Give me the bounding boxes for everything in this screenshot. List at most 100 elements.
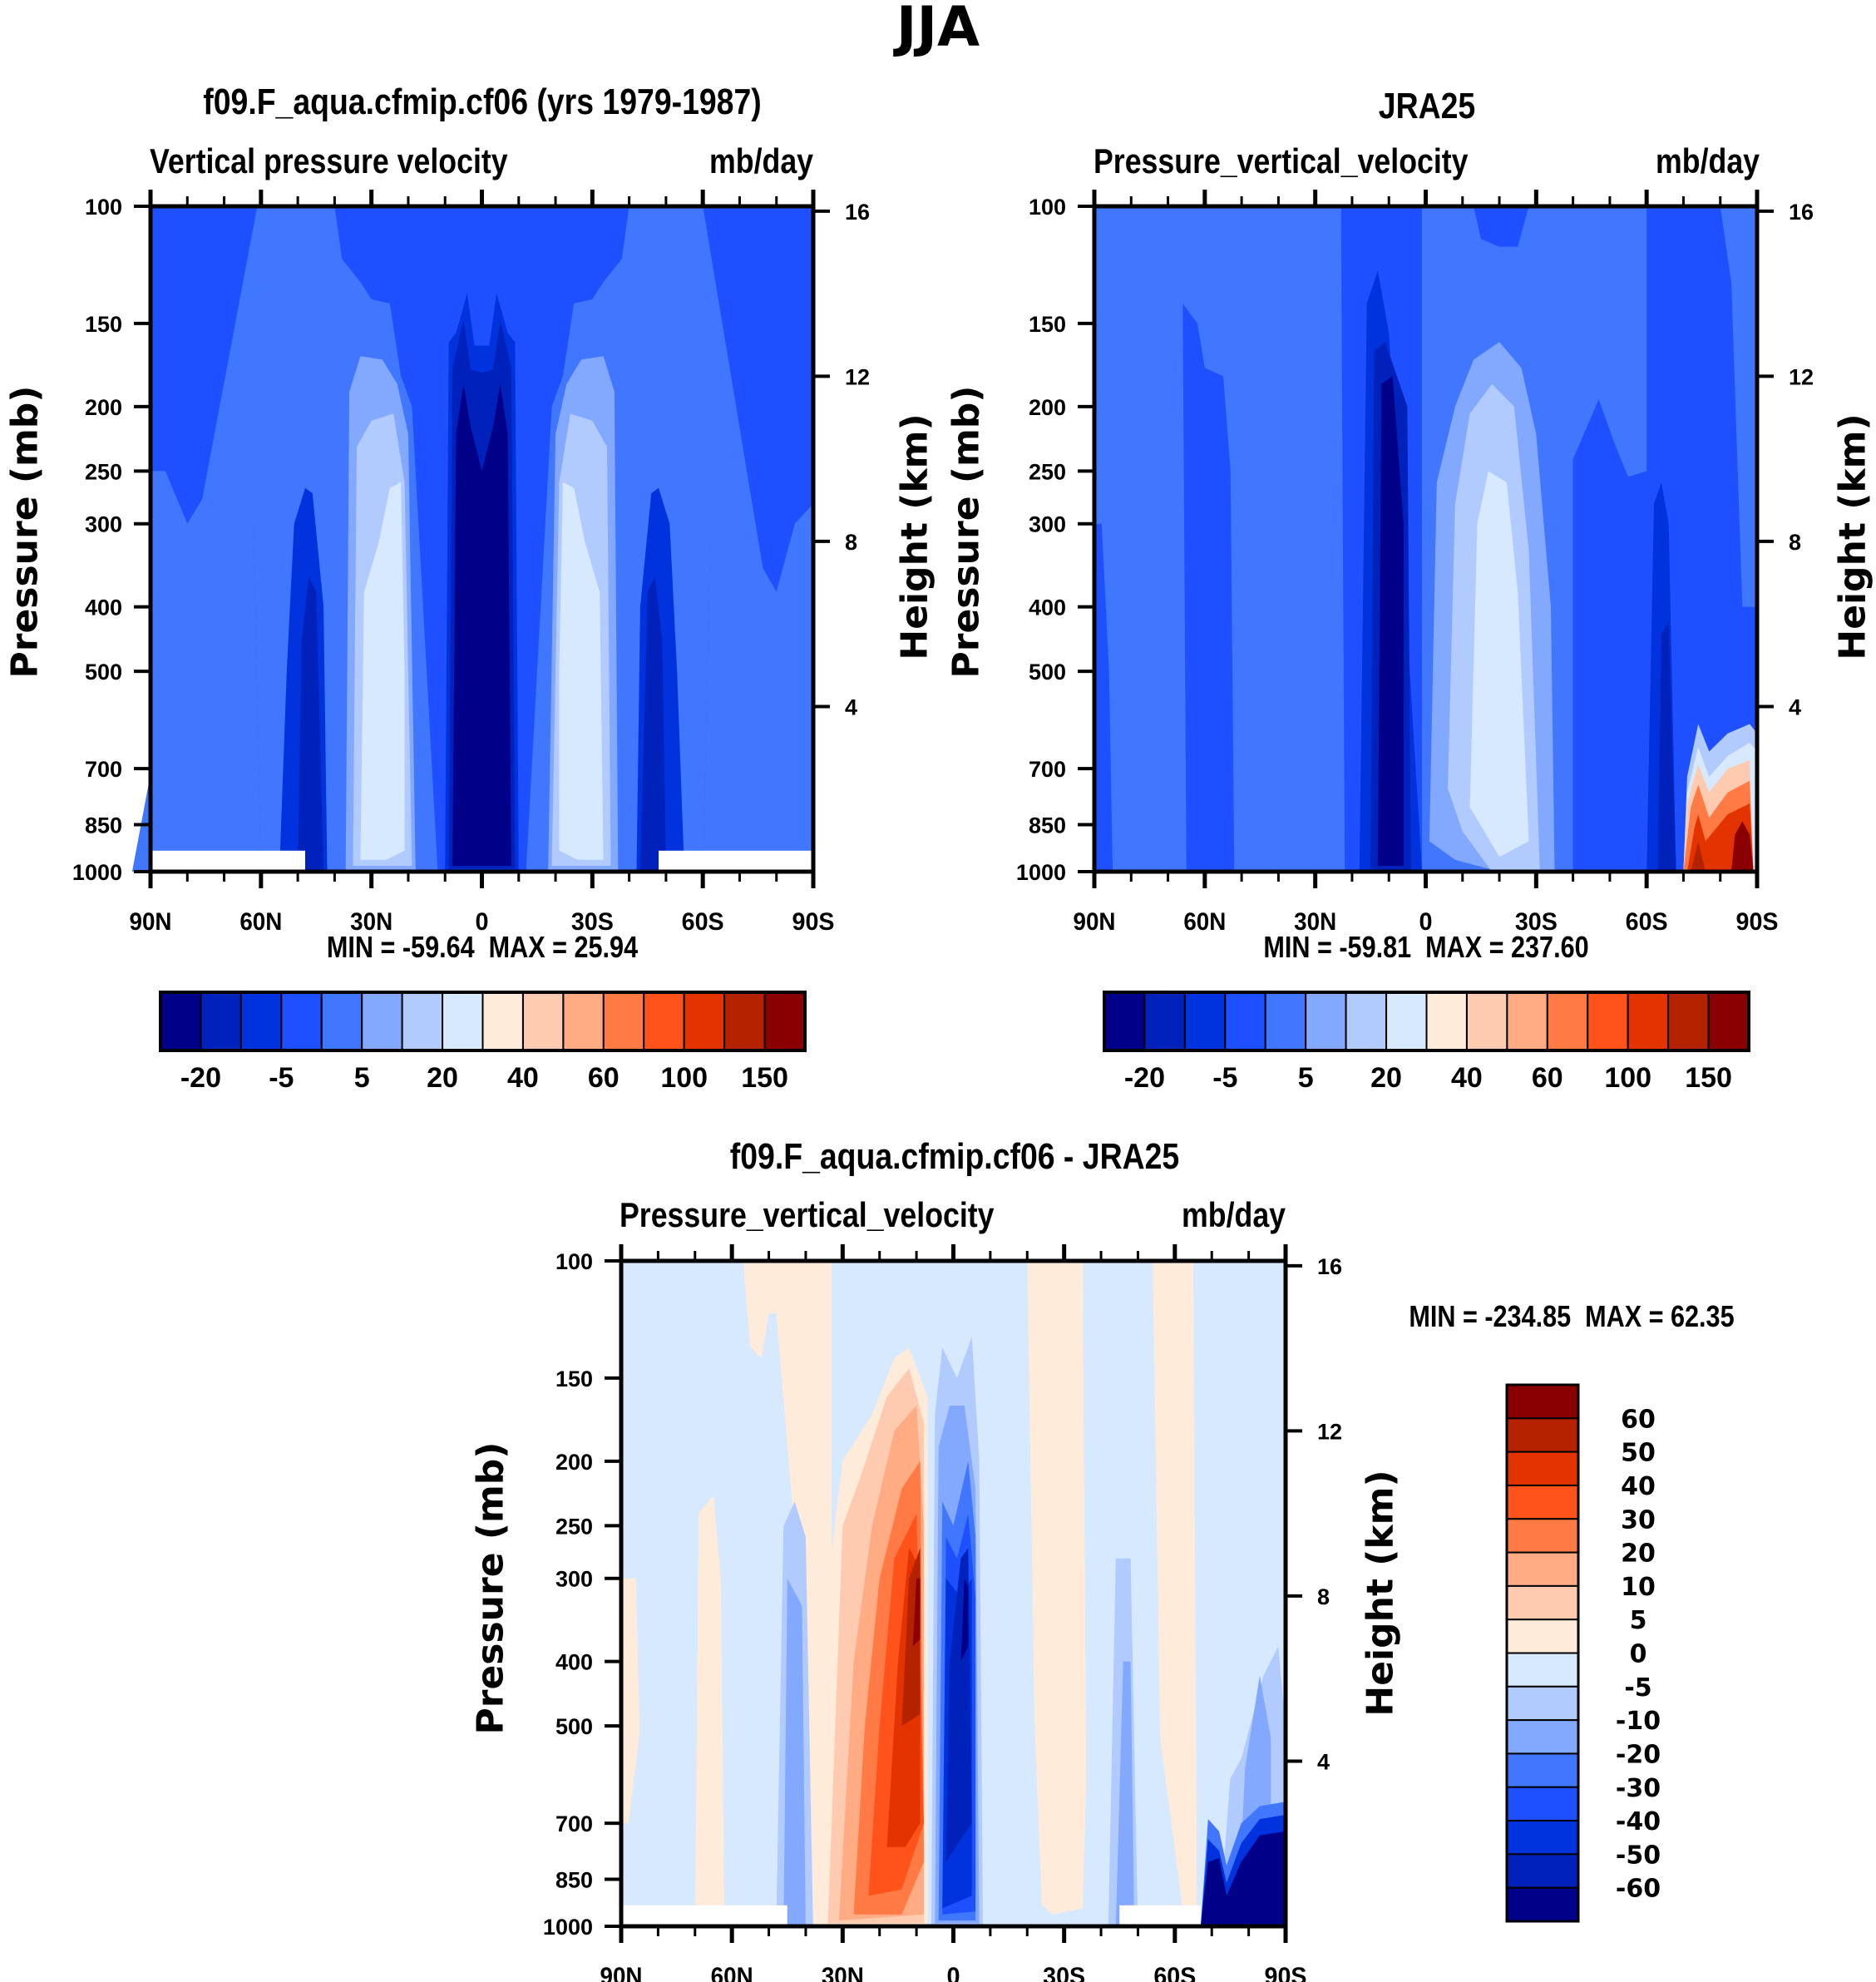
panel3-max: MAX = 62.35 [1585,1299,1735,1333]
cb1-swatch [280,991,323,1051]
p3-mask [621,1905,787,1926]
figure-title: JJA [896,0,980,59]
p1-y2tick-label: 4 [845,694,857,719]
panel1-right-string: mb/day [709,141,813,180]
p2-ytick-label: 1000 [1016,860,1066,885]
cb1-label: 20 [427,1062,458,1094]
cb3-label: -60 [1616,1875,1661,1904]
cb3-label: -30 [1616,1774,1661,1803]
cb3-swatch [1506,1719,1579,1755]
cb2-swatch [1264,991,1307,1051]
panel1-ylabel: Pressure (mb) [3,385,47,679]
p3-y2tick-label: 8 [1317,1584,1330,1609]
cb2-swatch [1506,991,1548,1051]
p2-y2tick-label: 8 [1789,530,1801,555]
p1-contour [639,576,666,872]
p1-xtick-label: 90N [130,908,172,936]
p2-ytick-label: 850 [1029,813,1066,838]
cb3-swatch [1506,1820,1579,1856]
cb2-swatch [1465,991,1508,1051]
p1-xtick-label: 60S [682,908,724,936]
p1-contour [151,459,261,872]
panel1-title: f09.F_aqua.cfmip.cf06 (yrs 1979-1987) [203,82,762,122]
p3-xtick-label: 90N [600,1963,643,1982]
cb1-label: -20 [180,1062,221,1094]
p1-axes: 90N 60N 30N 0 30S 60S 90S 100 150 200 250 300 400 500… [72,190,870,936]
p1-xtick-label: 90S [792,908,835,936]
p3-xtick-label: 30S [1043,1963,1085,1982]
p2-ytick-label: 700 [1029,757,1066,782]
cb2-label: -5 [1212,1062,1237,1094]
p3-xtick-label: 60N [711,1963,753,1982]
p3-contour [783,1578,806,1926]
cb2-swatch [1627,991,1670,1051]
panel3-ylabel: Pressure (mb) [469,1441,512,1735]
p2-xtick-label: 60S [1626,908,1668,936]
p3-contour [1200,1831,1286,1926]
cb3-swatch [1506,1652,1579,1688]
panel3-right-string: mb/day [1182,1195,1286,1234]
cb1-swatch [401,991,444,1051]
cb2-swatch [1143,991,1186,1051]
panel3-left-string: Pressure_vertical_velocity [620,1195,995,1234]
p3-contour [901,1548,921,1727]
p3-ytick-label: 200 [555,1450,593,1475]
p1-ytick-label: 400 [85,596,122,620]
p2-contour [1474,206,1529,247]
p3-xtick-label: 30N [822,1963,864,1982]
cb3-label: 40 [1621,1472,1656,1501]
cb2-label: 40 [1451,1062,1483,1094]
p1-y2tick-label: 8 [845,530,857,555]
p2-xtick-label: 90S [1736,908,1779,936]
cb2-swatch [1385,991,1428,1051]
panel3-min: MIN = -234.85 [1409,1299,1572,1333]
p3-xtick-label: 60S [1153,1963,1196,1982]
panel1-left-string: Vertical pressure velocity [150,141,508,180]
cb3-swatch [1506,1752,1579,1788]
p3-ytick-label: 1000 [543,1915,593,1940]
cb1-label: 100 [660,1062,708,1094]
p3-ytick-label: 250 [555,1514,593,1539]
cb2-label: 60 [1532,1062,1563,1094]
p1-xtick-label: 60N [239,908,282,936]
p1-contour [298,576,324,872]
panel3-title: f09.F_aqua.cfmip.cf06 - JRA25 [729,1136,1180,1177]
p2-ytick-label: 150 [1029,312,1066,337]
panel1-max: MAX = 25.94 [488,930,639,964]
p3-contour [960,1578,969,1662]
p1-mask [659,850,813,872]
p2-contour [1657,620,1676,872]
panel1-min: MIN = -59.64 [326,930,475,964]
p2-y2tick-label: 4 [1789,694,1801,719]
cb3-swatch [1506,1886,1579,1922]
p2-y2tick-label: 16 [1789,200,1814,225]
cb2-label: 5 [1298,1062,1314,1094]
cb3-label: 30 [1621,1505,1656,1535]
p3-ytick-label: 150 [555,1367,593,1391]
p1-contour [151,206,335,343]
cb1-swatch [763,991,806,1051]
cb3-swatch [1506,1518,1579,1554]
p3-ytick-label: 300 [555,1567,593,1592]
cb3-swatch [1506,1786,1579,1822]
p3-contour [912,1578,921,1647]
cb1-label: 5 [354,1062,370,1094]
cb1-label: 150 [741,1062,788,1094]
panel2-ylabel: Pressure (mb) [945,385,988,679]
cb1-swatch [683,991,726,1051]
p3-contour [694,1495,725,1926]
p3-ytick-label: 700 [555,1811,593,1836]
cb3-label: -40 [1616,1807,1661,1836]
cb2-swatch [1546,991,1589,1051]
p1-y2tick-label: 16 [845,200,870,225]
panel3-minmax: MIN = -234.85 MAX = 62.35 [1395,1299,1749,1334]
p3-axes: 90N 60N 30N 0 30S 60S 90S 100 150 200 250 300 400 500… [543,1244,1342,1982]
p2-y2tick-label: 12 [1789,364,1814,389]
p3-xtick-label: 90S [1265,1963,1307,1982]
cb2-label: -20 [1124,1062,1165,1094]
cb3-label: -10 [1616,1707,1661,1736]
p2-ytick-label: 200 [1029,395,1066,420]
cb2-swatch [1425,991,1468,1051]
p1-ytick-label: 200 [85,395,122,420]
p2-ytick-label: 400 [1029,596,1066,620]
